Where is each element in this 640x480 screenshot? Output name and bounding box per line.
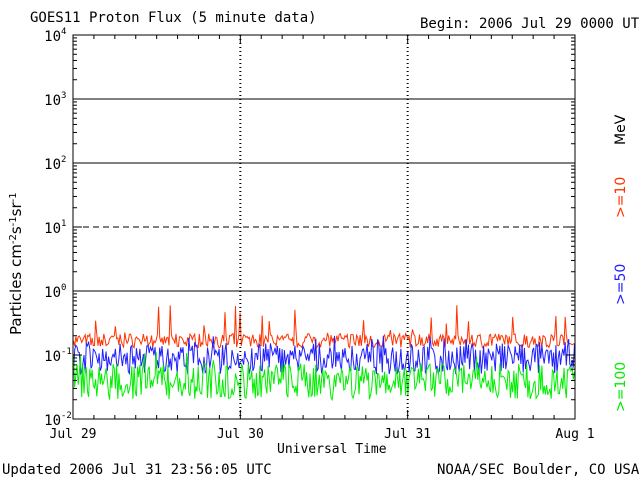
x-tick-label-2: Jul 31 bbox=[384, 427, 431, 442]
y-tick-label-3: 10 bbox=[44, 221, 61, 237]
credit-label: NOAA/SEC Boulder, CO USA bbox=[437, 462, 640, 478]
y-tick-exp-6: 4 bbox=[61, 27, 66, 37]
unit-label: MeV bbox=[613, 114, 629, 145]
y-tick-exp-5: 3 bbox=[61, 91, 66, 101]
y-tick-label-2: 10 bbox=[44, 285, 61, 301]
series-line-2 bbox=[73, 352, 575, 402]
y-tick-exp-2: 0 bbox=[61, 283, 66, 293]
y-tick-label-0: 10 bbox=[44, 413, 61, 429]
chart-title: GOES11 Proton Flux (5 minute data) bbox=[30, 10, 317, 26]
x-axis-label: Universal Time bbox=[277, 442, 387, 457]
legend-series-2: >=100 bbox=[613, 362, 629, 412]
x-tick-label-3: Aug 1 bbox=[555, 427, 594, 442]
y-tick-label-5: 10 bbox=[44, 93, 61, 109]
updated-timestamp: Updated 2006 Jul 31 23:56:05 UTC bbox=[2, 462, 272, 478]
y-tick-label-6: 10 bbox=[44, 29, 61, 45]
y-tick-exp-4: 2 bbox=[61, 155, 66, 165]
legend-series-1: >=50 bbox=[613, 264, 629, 305]
legend-series-0: >=10 bbox=[613, 177, 629, 218]
y-tick-label-4: 10 bbox=[44, 157, 61, 173]
x-tick-label-0: Jul 29 bbox=[50, 427, 97, 442]
x-tick-label-1: Jul 30 bbox=[217, 427, 264, 442]
y-tick-exp-1: -1 bbox=[61, 347, 72, 357]
series-line-0 bbox=[73, 305, 575, 350]
y-axis-label: Particles cm-2s-1sr-1 bbox=[7, 192, 25, 335]
y-tick-label-1: 10 bbox=[44, 349, 61, 365]
y-tick-exp-0: -2 bbox=[61, 411, 72, 421]
begin-time-label: Begin: 2006 Jul 29 0000 UTC bbox=[420, 16, 640, 32]
y-tick-exp-3: 1 bbox=[61, 219, 66, 229]
